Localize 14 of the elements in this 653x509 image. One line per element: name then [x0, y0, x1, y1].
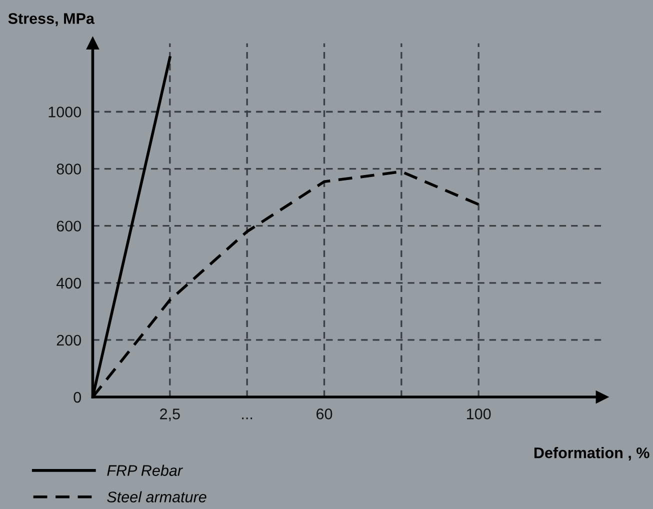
x-tick-label: 2,5 [160, 408, 180, 422]
y-tick-label: 0 [74, 392, 82, 403]
y-tick-label: 800 [56, 164, 82, 174]
y-tick-label: 400 [56, 278, 82, 289]
x-tick-label: ... [242, 418, 252, 420]
x-axis-title: Deformation , % [534, 447, 650, 460]
x-tick-label: 100 [467, 408, 491, 420]
y-tick-label: 200 [56, 334, 82, 346]
y-axis-title: Stress, MPa [8, 13, 95, 26]
legend-label: Steel armature [107, 491, 206, 502]
y-tick-label: 600 [56, 220, 82, 232]
x-tick-label: 60 [316, 408, 332, 420]
y-tick-label: 1000 [48, 106, 82, 118]
legend-label: FRP Rebar [107, 464, 184, 476]
